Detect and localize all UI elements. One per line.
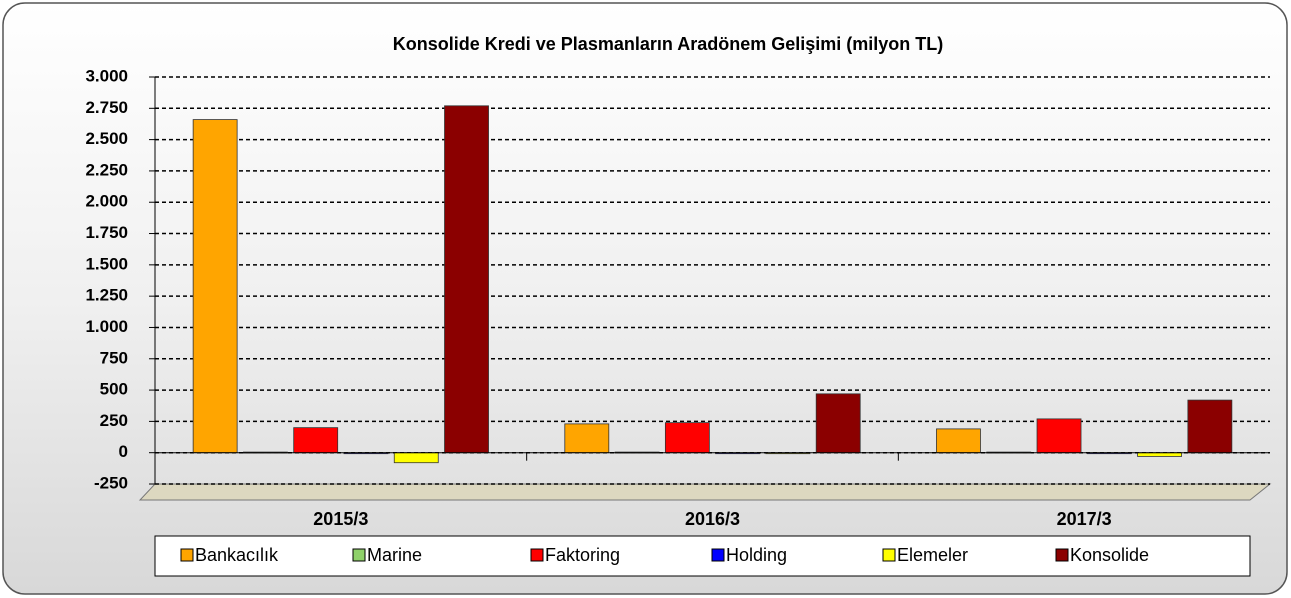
bar	[564, 423, 610, 454]
y-tick-label: 2.500	[85, 129, 128, 148]
y-tick-label: -250	[94, 473, 128, 492]
bar	[815, 393, 861, 454]
legend-swatch	[1055, 548, 1069, 562]
x-tick-label: 2015/3	[313, 509, 368, 529]
legend-label: Konsolide	[1070, 545, 1149, 565]
bar	[1137, 452, 1182, 457]
bar	[1036, 418, 1082, 454]
legend-swatch	[180, 548, 194, 562]
bar	[444, 105, 489, 454]
y-tick-label: 1.000	[85, 317, 128, 336]
legend-swatch	[882, 548, 896, 562]
y-tick-label: 2.250	[85, 160, 128, 179]
x-tick-label: 2016/3	[685, 509, 740, 529]
y-tick-label: 2.750	[85, 98, 128, 117]
y-tick-label: 3.000	[85, 66, 128, 85]
legend-label: Elemeler	[897, 545, 968, 565]
y-tick-label: 2.000	[85, 192, 128, 211]
y-tick-label: 250	[100, 411, 128, 430]
bar	[936, 428, 981, 454]
bar	[1187, 399, 1233, 454]
legend-label: Bankacılık	[195, 545, 279, 565]
legend-label: Holding	[726, 545, 787, 565]
legend-swatch	[711, 548, 725, 562]
legend-swatch	[530, 548, 544, 562]
y-tick-label: 0	[119, 442, 128, 461]
y-tick-label: 1.500	[85, 254, 128, 273]
legend-label: Marine	[367, 545, 422, 565]
bar	[192, 119, 238, 454]
floor	[138, 483, 1272, 501]
y-tick-label: 1.250	[85, 286, 128, 305]
chart-title: Konsolide Kredi ve Plasmanların Aradönem…	[393, 34, 943, 54]
bar	[664, 422, 710, 454]
legend-swatch	[352, 548, 366, 562]
y-tick-label: 1.750	[85, 223, 128, 242]
y-tick-label: 500	[100, 380, 128, 399]
bar	[393, 452, 439, 464]
bar	[293, 427, 339, 454]
y-tick-label: 750	[100, 348, 128, 367]
legend-label: Faktoring	[545, 545, 620, 565]
x-tick-label: 2017/3	[1057, 509, 1112, 529]
